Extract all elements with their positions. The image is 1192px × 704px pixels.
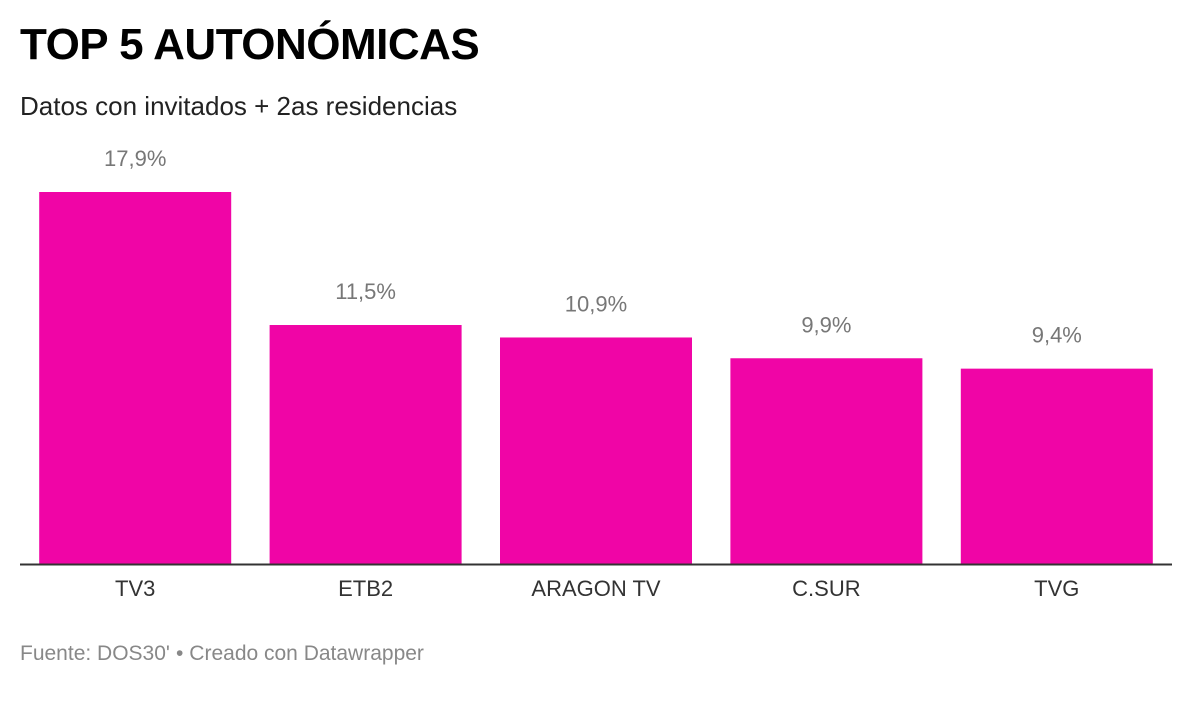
category-label: TVG — [1034, 576, 1079, 601]
category-label: TV3 — [115, 576, 155, 601]
footer-separator: • — [175, 642, 184, 665]
source-note: Fuente: DOS30' — [20, 642, 170, 665]
category-labels-group: TV3 ETB2 ARAGON TV C.SUR TVG — [115, 576, 1079, 601]
value-label: 11,5% — [335, 279, 396, 304]
bar-etb2 — [269, 325, 462, 564]
bar-aragon-tv — [500, 337, 692, 564]
chart-subtitle: Datos con invitados + 2as residencias — [20, 91, 458, 121]
category-label: ARAGON TV — [531, 576, 661, 601]
category-label: ETB2 — [338, 576, 393, 601]
bar-tvg — [960, 368, 1153, 564]
chart-footer: Fuente: DOS30' • Creado con Datawrapper — [20, 641, 424, 667]
bars-group — [39, 192, 1153, 564]
credit-note: Creado con Datawrapper — [189, 642, 424, 665]
value-label: 9,4% — [1032, 323, 1082, 348]
category-label: C.SUR — [792, 576, 860, 601]
value-label: 17,9% — [104, 146, 166, 171]
chart-title: TOP 5 AUTONÓMICAS — [20, 20, 480, 69]
value-labels-group: 17,9% 11,5% 10,9% 9,9% 9,4% — [104, 146, 1082, 348]
bar-c-sur — [730, 358, 923, 564]
bar-tv3 — [39, 192, 232, 564]
bar-chart: 17,9% 11,5% 10,9% 9,9% 9,4% TV3 ETB2 ARAGON TV… — [20, 146, 1172, 601]
value-label: 9,9% — [801, 312, 851, 337]
value-label: 10,9% — [565, 291, 627, 316]
